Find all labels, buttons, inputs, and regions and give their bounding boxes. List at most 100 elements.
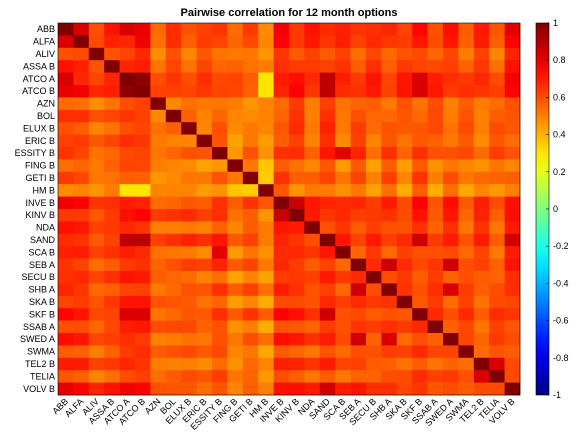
y-tick-label: GETI B [25, 173, 55, 183]
heatmap-cell [304, 308, 321, 321]
heatmap-cell [242, 283, 259, 297]
heatmap-cell [335, 35, 351, 49]
heatmap-cell [119, 60, 136, 73]
heatmap-cell [381, 109, 398, 123]
heatmap-cell [350, 47, 367, 61]
heatmap-cell [227, 23, 244, 36]
heatmap-cell [73, 184, 90, 197]
heatmap-cell [473, 221, 490, 235]
heatmap-cell [150, 23, 167, 36]
heatmap-cell [88, 134, 105, 148]
heatmap-cell [381, 333, 398, 346]
heatmap-cell [381, 370, 398, 383]
heatmap-cell [242, 85, 259, 98]
colorbar-gradient [536, 23, 549, 395]
heatmap-cell [150, 357, 167, 371]
y-tick-label: SHB A [28, 285, 55, 295]
heatmap-cell [242, 308, 259, 321]
heatmap-cell [119, 221, 136, 235]
heatmap-cell [458, 60, 475, 73]
heatmap-cell [242, 258, 259, 272]
heatmap-cell [242, 47, 259, 61]
heatmap-cell [73, 47, 90, 61]
heatmap-cell [165, 147, 182, 160]
heatmap-cell [504, 60, 521, 73]
heatmap-cell [73, 122, 90, 135]
heatmap-cell [304, 109, 321, 123]
heatmap-cell [289, 109, 305, 123]
y-tick-label: BOL [37, 111, 55, 121]
heatmap-cell [104, 283, 120, 297]
heatmap-cell [242, 134, 259, 148]
heatmap-cell [227, 246, 244, 259]
y-tick-label: KINV B [25, 210, 55, 220]
heatmap-cell [58, 357, 74, 371]
heatmap-cell [273, 35, 290, 49]
heatmap-cell [504, 122, 521, 135]
heatmap-cell [258, 23, 274, 36]
heatmap-cell [150, 382, 167, 396]
heatmap-cell [119, 23, 136, 36]
heatmap-cell [473, 122, 490, 135]
heatmap-cell [427, 233, 444, 247]
heatmap-cell [304, 147, 321, 160]
heatmap-cell [304, 122, 321, 135]
heatmap-cell [319, 97, 336, 111]
heatmap-cell [119, 159, 136, 173]
heatmap-cell [258, 196, 274, 210]
heatmap-cell [366, 196, 382, 210]
heatmap-cell [381, 357, 398, 371]
heatmap-cell [135, 209, 151, 222]
heatmap-cell [73, 357, 90, 371]
heatmap-cell [196, 246, 213, 259]
heatmap-cell [227, 122, 244, 135]
heatmap-cell [427, 271, 444, 284]
heatmap-cell [165, 333, 182, 346]
heatmap-cell [366, 258, 382, 272]
heatmap-cell [119, 382, 136, 396]
heatmap-cell [350, 320, 367, 334]
y-tick-label: SWMA [27, 347, 55, 357]
heatmap-cell [58, 320, 74, 334]
heatmap-cell [181, 221, 197, 235]
heatmap-cell [504, 258, 521, 272]
heatmap-cell [335, 283, 351, 297]
heatmap-cell [381, 60, 398, 73]
heatmap-cell [227, 147, 244, 160]
heatmap-cell [258, 209, 274, 222]
heatmap-cell [504, 283, 521, 297]
heatmap-cell [319, 271, 336, 284]
heatmap-cell [427, 171, 444, 185]
heatmap-cell [350, 134, 367, 148]
heatmap-cell [88, 171, 105, 185]
heatmap-cell [443, 283, 459, 297]
heatmap-cell [135, 122, 151, 135]
heatmap-cell [196, 196, 213, 210]
heatmap-cell [73, 246, 90, 259]
heatmap-cell [196, 184, 213, 197]
heatmap-cell [427, 196, 444, 210]
heatmap-cell [458, 147, 475, 160]
heatmap-cell [396, 308, 413, 321]
heatmap-cell [242, 184, 259, 197]
heatmap-cell [504, 35, 521, 49]
heatmap-cell [350, 171, 367, 185]
heatmap-cell [427, 97, 444, 111]
heatmap-cell [458, 357, 475, 371]
heatmap-cell [242, 333, 259, 346]
heatmap-cell [165, 283, 182, 297]
heatmap-cell [73, 333, 90, 346]
heatmap-cell [258, 357, 274, 371]
heatmap-cell [88, 109, 105, 123]
heatmap-cell [227, 159, 244, 173]
heatmap-cell [319, 72, 336, 86]
heatmap-cell [181, 47, 197, 61]
heatmap-cell [443, 47, 459, 61]
heatmap-cell [381, 258, 398, 272]
heatmap-cell [381, 295, 398, 309]
heatmap-cell [73, 196, 90, 210]
y-tick-label: INVE B [25, 198, 55, 208]
heatmap-cell [289, 35, 305, 49]
heatmap-cell [381, 23, 398, 36]
heatmap-cell [350, 147, 367, 160]
